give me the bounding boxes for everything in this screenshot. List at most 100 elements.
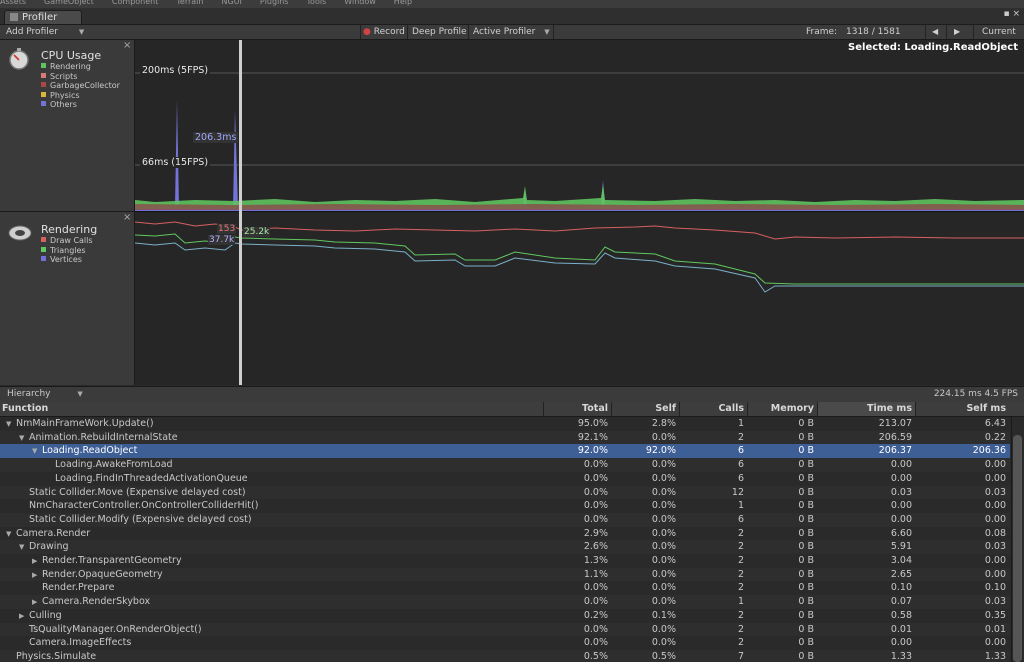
table-row[interactable]: Loading.AwakeFromLoad 0.0% 0.0% 6 0 B 0.00 0.0… <box>0 458 1010 472</box>
table-row[interactable]: ▶ Culling 0.2% 0.1% 2 0 B 0.58 0.35 <box>0 608 1010 623</box>
cell-self: 0.0% <box>651 637 676 649</box>
column-total[interactable]: Total <box>543 402 611 416</box>
close-module-icon[interactable]: × <box>123 212 132 223</box>
cell-calls: 2 <box>737 431 744 443</box>
hierarchy-rows: ▼ NmMainFrameWork.Update() 95.0% 2.8% 1 0 B 21… <box>0 417 1010 662</box>
rendering-title: Rendering <box>41 223 98 236</box>
deep-profile-button[interactable]: Deep Profile <box>412 25 467 39</box>
menu-item[interactable]: GameObject <box>44 0 94 6</box>
menu-item[interactable]: Help <box>393 0 413 6</box>
profiler-graphs[interactable]: Selected: Loading.ReadObject 200ms (5FPS… <box>135 40 1024 385</box>
cpu-scripts-area <box>135 204 1024 210</box>
prev-frame-button[interactable]: ◀ <box>932 25 938 39</box>
function-name: Camera.Render <box>16 527 91 539</box>
toolbar-separator <box>973 25 974 39</box>
column-calls[interactable]: Calls <box>679 402 747 416</box>
frame-cursor[interactable] <box>239 40 242 385</box>
legend-item[interactable]: Vertices <box>41 255 93 265</box>
chevron-down-icon: ▼ <box>78 28 85 36</box>
cell-calls: 1 <box>737 596 744 608</box>
table-row[interactable]: Camera.ImageEffects 0.0% 0.0% 2 0 B 0.00 0.00 <box>0 636 1010 650</box>
window-menu-icon[interactable]: ▪ <box>1003 9 1010 19</box>
table-row[interactable]: Loading.FindInThreadedActivationQueue 0.0… <box>0 471 1010 486</box>
legend-item[interactable]: Scripts <box>41 72 120 82</box>
cell-mem: 0 B <box>798 541 814 553</box>
table-row[interactable]: ▶ Camera.RenderSkybox 0.0% 0.0% 1 0 B 0.07 0.03 <box>0 595 1010 609</box>
cell-mem: 0 B <box>798 609 814 621</box>
profiler-tab[interactable]: Profiler <box>4 10 82 24</box>
table-row[interactable]: ▼ Loading.ReadObject 92.0% 92.0% 6 0 B 206.37 2… <box>0 444 1010 459</box>
legend-item[interactable]: Draw Calls <box>41 236 93 246</box>
cell-selfms: 1.33 <box>984 650 1006 662</box>
collapsed-arrow-icon[interactable]: ▶ <box>19 611 25 620</box>
active-profiler-label: Active Profiler <box>473 27 536 37</box>
table-row[interactable]: ▼ Drawing 2.6% 0.0% 2 0 B 5.91 0.03 <box>0 540 1010 554</box>
menu-item[interactable]: Terrain <box>176 0 204 6</box>
cell-time: 0.03 <box>890 486 912 498</box>
menu-item[interactable]: Tools <box>306 0 327 6</box>
expanded-arrow-icon[interactable]: ▼ <box>19 543 25 552</box>
cell-time: 0.00 <box>890 637 912 649</box>
legend-item[interactable]: GarbageCollector <box>41 81 120 91</box>
column-self[interactable]: Self <box>611 402 679 416</box>
expanded-arrow-icon[interactable]: ▼ <box>6 420 12 428</box>
active-profiler-dropdown[interactable]: Active Profiler ▼ <box>473 25 550 39</box>
column-memory[interactable]: Memory <box>747 402 817 416</box>
table-row[interactable]: ▼ Camera.Render 2.9% 0.0% 2 0 B 6.60 0.08 <box>0 526 1010 541</box>
table-row[interactable]: ▼ NmMainFrameWork.Update() 95.0% 2.8% 1 0 B 21… <box>0 417 1010 431</box>
expanded-arrow-icon[interactable]: ▼ <box>6 529 12 538</box>
column-time-ms[interactable]: Time ms <box>817 402 915 416</box>
frame-label: Frame: <box>806 27 838 37</box>
legend-item[interactable]: Rendering <box>41 62 120 72</box>
table-row[interactable]: NmCharacterController.OnControllerCollid… <box>0 499 1010 513</box>
menu-item[interactable]: NGUI <box>221 0 242 6</box>
legend-label: Others <box>50 100 77 109</box>
legend-item[interactable]: Physics <box>41 91 120 101</box>
window-close-icon[interactable]: × <box>1012 9 1020 19</box>
arrow-right-icon: ▶ <box>954 27 961 36</box>
cell-mem: 0 B <box>798 568 814 580</box>
rendering-module[interactable]: Rendering Draw Calls Triangles Vertices × <box>0 212 134 385</box>
triangles-line <box>135 233 1024 285</box>
legend-item[interactable]: Triangles <box>41 246 93 256</box>
close-module-icon[interactable]: × <box>123 40 132 51</box>
record-button[interactable]: ● Record <box>363 25 405 39</box>
table-row[interactable]: TsQualityManager.OnRenderObject() 0.0% 0.0… <box>0 622 1010 637</box>
current-frame-button[interactable]: Current <box>982 27 1016 37</box>
expanded-arrow-icon[interactable]: ▼ <box>19 433 25 442</box>
expanded-arrow-icon[interactable]: ▼ <box>32 447 38 456</box>
200ms-label: 200ms (5FPS) <box>140 65 211 76</box>
cpu-usage-module[interactable]: CPU Usage Rendering Scripts GarbageCollect… <box>0 40 134 212</box>
hierarchy-mode-dropdown[interactable]: Hierarchy ▼ <box>7 388 83 400</box>
column-function[interactable]: Function <box>2 403 49 414</box>
collapsed-arrow-icon[interactable]: ▶ <box>32 570 38 579</box>
scrollbar-thumb[interactable] <box>1013 435 1022 662</box>
profiler-tab-icon <box>10 13 18 21</box>
menu-item[interactable]: Plugins <box>259 0 289 6</box>
table-row[interactable]: Static Collider.Modify (Expensive delaye… <box>0 512 1010 527</box>
function-name: Camera.ImageEffects <box>29 637 132 649</box>
collapsed-arrow-icon[interactable]: ▶ <box>32 598 38 607</box>
table-row[interactable]: ▶ Render.OpaqueGeometry 1.1% 0.0% 2 0 B 2.65 0.… <box>0 567 1010 582</box>
toolbar-separator <box>360 25 361 39</box>
add-profiler-dropdown[interactable]: Add Profiler ▼ <box>6 25 84 39</box>
cell-selfms: 0.03 <box>984 541 1006 553</box>
cell-total: 92.1% <box>577 431 608 443</box>
record-label: Record <box>373 27 405 37</box>
cell-time: 206.37 <box>878 445 912 457</box>
next-frame-button[interactable]: ▶ <box>954 25 960 39</box>
legend-item[interactable]: Others <box>41 100 120 110</box>
table-row[interactable]: Render.Prepare 0.0% 0.0% 2 0 B 0.10 0.10 <box>0 581 1010 596</box>
table-row[interactable]: ▶ Render.TransparentGeometry 1.3% 0.0% 2 0 B 3… <box>0 554 1010 568</box>
menu-item[interactable]: Component <box>111 0 159 6</box>
table-row[interactable]: Static Collider.Move (Expensive delayed … <box>0 485 1010 500</box>
cell-calls: 6 <box>737 472 744 484</box>
column-self-ms[interactable]: Self ms <box>915 402 1009 416</box>
collapsed-arrow-icon[interactable]: ▶ <box>32 557 38 565</box>
menu-item[interactable]: Window <box>344 0 376 6</box>
table-row[interactable]: ▼ Animation.RebuildInternalState 92.1% 0.0%… <box>0 430 1010 445</box>
cell-time: 1.33 <box>890 650 912 662</box>
table-row[interactable]: Physics.Simulate 0.5% 0.5% 7 0 B 1.33 1.33 <box>0 649 1010 662</box>
cell-calls: 2 <box>737 623 744 635</box>
menu-item[interactable]: Assets <box>0 0 27 6</box>
